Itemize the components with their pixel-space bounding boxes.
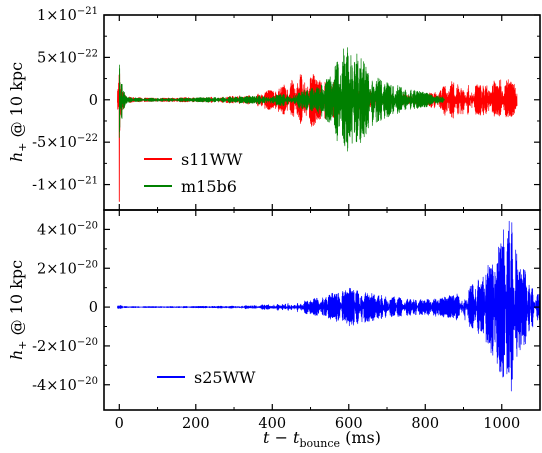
y-tick-label: 1×10−21 bbox=[37, 6, 98, 24]
x-tick-labels: 0 200 400 600 800 1000 bbox=[115, 416, 521, 432]
bottom-ylabel-main: h bbox=[7, 350, 26, 360]
y-tick-mantissa: 4 bbox=[37, 222, 46, 238]
y-tick-mantissa: 1 bbox=[37, 8, 46, 24]
top-traces bbox=[117, 47, 518, 202]
series-line-s25WW bbox=[117, 220, 541, 392]
xlabel-sub: bounce bbox=[299, 437, 340, 450]
bottom-traces bbox=[117, 220, 541, 392]
y-tick-mantissa: 5 bbox=[37, 50, 46, 66]
y-tick-times: ×10 bbox=[46, 8, 77, 24]
bottom-axes-frame bbox=[103, 209, 541, 411]
y-tick-label: 5×10−22 bbox=[37, 48, 98, 66]
y-tick-times: ×10 bbox=[46, 178, 77, 194]
y-tick-exponent: −22 bbox=[77, 48, 98, 59]
y-tick-exponent: −20 bbox=[77, 376, 98, 387]
top-panel: 1×10−215×10−220-5×10−22-1×10−21 s11WW m1… bbox=[7, 6, 541, 211]
y-tick-label: -1×10−21 bbox=[32, 176, 98, 194]
top-legend: s11WW m15b6 bbox=[144, 150, 243, 196]
bottom-y-tick-labels: 4×10−202×10−200-2×10−20-4×10−20 bbox=[32, 220, 98, 393]
top-ticks bbox=[104, 14, 541, 210]
y-tick-exponent: −20 bbox=[77, 220, 98, 231]
x-axis-label: t − tbounce (ms) bbox=[263, 428, 381, 450]
y-tick-label: -5×10−22 bbox=[32, 133, 98, 151]
top-ylabel-rest: @ 10 kpc bbox=[7, 62, 26, 143]
y-tick-times: ×10 bbox=[46, 50, 77, 66]
y-tick-label: -4×10−20 bbox=[32, 376, 98, 394]
y-tick-times: ×10 bbox=[46, 222, 77, 238]
bottom-panel: 4×10−202×10−200-2×10−20-4×10−20 0 200 400 6… bbox=[7, 209, 541, 450]
y-tick-exponent: −20 bbox=[77, 259, 98, 270]
y-tick-mantissa: 0 bbox=[89, 300, 98, 316]
y-tick-exponent: −22 bbox=[77, 133, 98, 144]
x-tick-label: 0 bbox=[115, 416, 124, 432]
y-tick-mantissa: -2 bbox=[32, 339, 46, 355]
y-tick-mantissa: -5 bbox=[32, 135, 46, 151]
bottom-ylabel-rest: @ 10 kpc bbox=[7, 260, 26, 341]
y-tick-mantissa: 2 bbox=[37, 261, 46, 277]
y-tick-mantissa: -1 bbox=[32, 178, 46, 194]
series-line-s11WW bbox=[117, 73, 518, 202]
y-tick-exponent: −21 bbox=[77, 176, 98, 187]
bottom-ticks bbox=[104, 210, 541, 410]
y-tick-times: ×10 bbox=[46, 378, 77, 394]
x-tick-label: 1000 bbox=[483, 416, 520, 432]
y-tick-exponent: −20 bbox=[77, 337, 98, 348]
legend-label-s25WW: s25WW bbox=[194, 368, 256, 387]
y-tick-label: 2×10−20 bbox=[37, 259, 98, 277]
bottom-y-axis-label: h+ @ 10 kpc bbox=[7, 260, 29, 360]
x-tick-label: 800 bbox=[411, 416, 439, 432]
legend-label-s11WW: s11WW bbox=[181, 150, 243, 169]
y-tick-label: 4×10−20 bbox=[37, 220, 98, 238]
bottom-ylabel-sub: + bbox=[16, 340, 29, 349]
series-line-m15b6 bbox=[118, 47, 445, 152]
top-ylabel-sub: + bbox=[16, 142, 29, 151]
y-tick-mantissa: -4 bbox=[32, 378, 46, 394]
legend-label-m15b6: m15b6 bbox=[181, 177, 237, 196]
xlabel-unit: (ms) bbox=[340, 428, 381, 447]
y-tick-exponent: −21 bbox=[77, 6, 98, 17]
x-tick-label: 200 bbox=[182, 416, 210, 432]
top-ylabel-main: h bbox=[7, 152, 26, 162]
y-tick-label: -2×10−20 bbox=[32, 337, 98, 355]
top-y-axis-label: h+ @ 10 kpc bbox=[7, 62, 29, 162]
x-tick-label: 600 bbox=[335, 416, 363, 432]
y-tick-label: 0 bbox=[89, 300, 98, 316]
y-tick-times: ×10 bbox=[46, 261, 77, 277]
x-tick-label: 400 bbox=[258, 416, 286, 432]
y-tick-times: ×10 bbox=[46, 339, 77, 355]
y-tick-mantissa: 0 bbox=[89, 93, 98, 109]
xlabel-main: t − t bbox=[263, 428, 300, 447]
top-y-tick-labels: 1×10−215×10−220-5×10−22-1×10−21 bbox=[32, 6, 98, 194]
y-tick-label: 0 bbox=[89, 93, 98, 109]
y-tick-times: ×10 bbox=[46, 135, 77, 151]
bottom-legend: s25WW bbox=[157, 368, 256, 387]
